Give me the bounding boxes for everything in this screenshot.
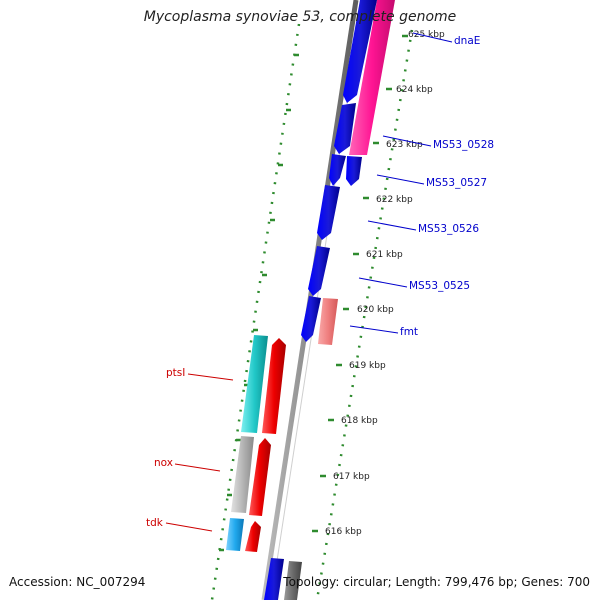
label-dnaE[interactable]: dnaE [454, 35, 480, 47]
gene-ptsI-red[interactable] [262, 338, 286, 434]
gene-nox-gray[interactable] [231, 436, 254, 513]
plus-label-leaders [349, 32, 453, 334]
scale-label-617: 617 kbp [333, 472, 370, 482]
label-MS53-0528[interactable]: MS53_0528 [433, 139, 494, 151]
minus-label-leaders [165, 373, 234, 532]
gene-tdk-sky[interactable] [226, 518, 244, 551]
gene-MS53-0527[interactable] [346, 156, 362, 186]
label-nox[interactable]: nox [154, 457, 173, 469]
gene-fmt-left[interactable] [301, 296, 321, 342]
scale-label-625: 625 kbp [408, 30, 445, 40]
scale-label-620: 620 kbp [357, 305, 394, 315]
scale-label-619: 619 kbp [349, 361, 386, 371]
gene-nox-red[interactable] [249, 438, 271, 516]
label-MS53-0525[interactable]: MS53_0525 [409, 280, 470, 292]
minus-gene-labels: ptsI nox tdk [146, 367, 185, 529]
label-fmt[interactable]: fmt [400, 326, 418, 338]
gene-MS53-0528[interactable] [334, 103, 356, 154]
label-tdk[interactable]: tdk [146, 517, 164, 529]
plus-strand-genes [301, 0, 395, 345]
gene-bottom-blue[interactable] [264, 558, 284, 600]
scale-label-623: 623 kbp [386, 140, 423, 150]
minus-strand-genes [226, 335, 302, 600]
gene-dnaE[interactable] [343, 0, 377, 103]
gene-MS53-0526[interactable] [317, 185, 340, 240]
inner-tick-marks [219, 53, 299, 552]
scale-labels: 625 kbp 624 kbp 623 kbp 622 kbp 621 kbp … [325, 30, 445, 537]
accession-text: Accession: NC_007294 [9, 575, 146, 589]
gene-MS53-0527b[interactable] [329, 154, 346, 186]
inner-scale-line [210, 23, 301, 600]
outer-scale-line [315, 29, 414, 600]
genome-summary-text: Topology: circular; Length: 799,476 bp; … [283, 575, 590, 589]
gene-fmt[interactable] [318, 298, 338, 345]
gene-MS53-0525[interactable] [308, 246, 330, 296]
scale-label-624: 624 kbp [396, 85, 433, 95]
outer-tick-marks [312, 34, 408, 533]
gene-bottom-gray[interactable] [284, 561, 302, 600]
gene-magenta-top[interactable] [349, 0, 395, 155]
gene-tdk-red[interactable] [245, 521, 261, 552]
plus-gene-labels: dnaE MS53_0528 MS53_0527 MS53_0526 MS53_… [400, 35, 494, 338]
label-MS53-0527[interactable]: MS53_0527 [426, 177, 487, 189]
gene-ptsI-cyan[interactable] [241, 335, 268, 433]
scale-label-621: 621 kbp [366, 250, 403, 260]
scale-label-622: 622 kbp [376, 195, 413, 205]
scale-label-616: 616 kbp [325, 527, 362, 537]
label-ptsI[interactable]: ptsI [166, 367, 185, 379]
scale-label-618: 618 kbp [341, 416, 378, 426]
label-MS53-0526[interactable]: MS53_0526 [418, 223, 479, 235]
map-title: Mycoplasma synoviae 53, complete genome [143, 9, 457, 25]
